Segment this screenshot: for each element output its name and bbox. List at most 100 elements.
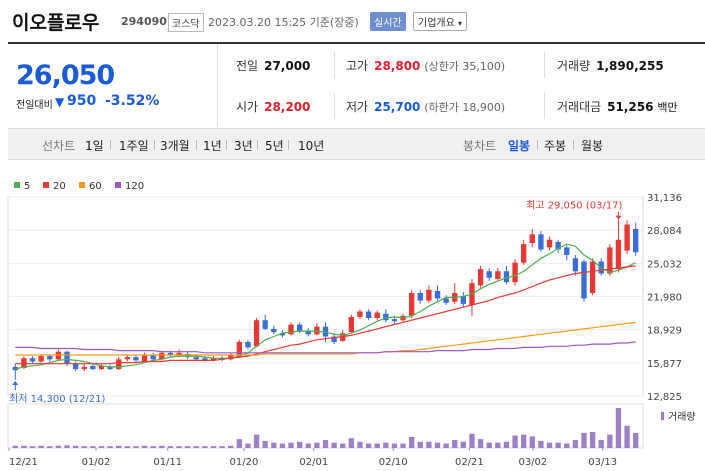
candle-body	[81, 366, 87, 370]
tab-candle-chart[interactable]: 봉차트	[463, 139, 497, 153]
candle-body	[141, 354, 148, 362]
company-overview-label: 기업개요	[418, 18, 455, 29]
candle-body	[296, 324, 303, 332]
volume-bar	[296, 441, 303, 448]
volume-bar	[159, 445, 165, 448]
candle-body	[633, 228, 639, 253]
tab-monthly[interactable]: 월봉	[581, 139, 604, 153]
divider	[89, 140, 90, 150]
tab-3years[interactable]: 3년	[234, 139, 253, 153]
stock-header: 이오플로우 294090 코스닥 2023.03.20 15:25 기준(장중)…	[0, 0, 705, 44]
volume-bar	[477, 439, 484, 448]
candle-body	[624, 224, 630, 251]
ma-line-120	[15, 341, 636, 354]
volume-bar	[598, 440, 604, 448]
prev-close-label: 전일	[236, 59, 259, 73]
lower-limit: (하한가 18,900)	[424, 101, 506, 114]
volume-bar	[55, 445, 62, 448]
candle-body	[288, 324, 294, 335]
quote-high: 고가 28,800 (상한가 35,100)	[346, 57, 505, 74]
change-percent: -3.52%	[105, 93, 160, 109]
candle-body	[262, 320, 268, 329]
candle-body	[90, 365, 96, 370]
candle-body	[529, 234, 535, 244]
tab-1year[interactable]: 1년	[203, 139, 222, 153]
volume-bar	[357, 441, 363, 448]
realtime-button[interactable]: 실시간	[370, 12, 406, 31]
tab-10years[interactable]: 10년	[298, 139, 325, 153]
volume-bar	[202, 446, 208, 448]
legend-label: 20	[53, 181, 66, 192]
candle-body	[193, 357, 199, 360]
x-tick-label: 01/20	[230, 457, 259, 468]
volume-bar	[98, 446, 105, 448]
volume-bar	[47, 446, 53, 448]
volume-bar	[417, 441, 423, 448]
x-tick-label: 03/02	[518, 457, 547, 468]
volume-legend-swatch	[661, 412, 664, 420]
tab-5years[interactable]: 5년	[265, 139, 284, 153]
quote-datetime: 2023.03.20 15:25 기준(장중)	[208, 16, 359, 29]
volume-bar	[460, 441, 467, 448]
candle-body	[538, 234, 544, 250]
candle-body	[305, 331, 311, 335]
candle-body	[331, 336, 337, 342]
quote-prev-close: 전일 27,000	[236, 57, 310, 74]
tab-1day[interactable]: 1일	[85, 139, 104, 153]
quote-open: 시가 28,200	[236, 98, 310, 115]
y-tick-label: 25,032	[647, 259, 682, 270]
y-tick-label: 18,929	[647, 326, 682, 337]
candle-body	[124, 357, 130, 360]
x-tick-label: 03/13	[588, 457, 617, 468]
divider	[226, 140, 227, 150]
volume-bar	[150, 446, 156, 448]
divider	[196, 140, 197, 150]
candle-body	[486, 271, 492, 278]
tab-weekly[interactable]: 주봉	[544, 139, 567, 153]
volume-label: 거래량	[668, 411, 696, 423]
volume-bar	[503, 441, 510, 448]
volume-bar	[495, 442, 501, 448]
volume-bar	[253, 434, 260, 448]
volume-bar	[391, 443, 398, 448]
volume-bar	[624, 425, 630, 448]
y-tick-label: 28,084	[647, 226, 682, 237]
volume-bar	[546, 442, 553, 448]
candle-body	[426, 289, 432, 301]
volume-bar	[193, 446, 199, 448]
stock-code: 294090	[121, 15, 167, 28]
volume-bar	[521, 434, 527, 448]
high-arrowhead-icon	[615, 215, 622, 220]
volume-bar	[228, 445, 234, 448]
candle-body	[408, 293, 415, 316]
volume-bar	[572, 440, 579, 448]
volume-bar	[400, 443, 406, 448]
x-tick-label: 12/21	[9, 457, 38, 468]
candle-body	[107, 366, 113, 370]
candle-body	[29, 358, 36, 362]
candle-body	[47, 356, 53, 360]
ma-line-20	[15, 265, 636, 365]
volume-bar	[374, 443, 380, 448]
volume-bar	[12, 445, 18, 448]
volume-bar	[176, 446, 182, 448]
volume-bar	[29, 446, 36, 448]
company-overview-button[interactable]: 기업개요 ▾	[413, 12, 468, 31]
volume-bar	[512, 435, 518, 448]
candle-body	[383, 313, 389, 321]
high-label: 고가	[346, 59, 369, 73]
tab-3months[interactable]: 3개월	[160, 139, 190, 153]
candle-body	[607, 247, 613, 274]
chart-tabs: 선차트 1일 1주일 3개월 1년 3년 5년 10년 봉차트 일봉 주봉 월봉	[8, 128, 705, 160]
volume-bar	[589, 432, 596, 448]
volume-bar	[210, 446, 217, 448]
volume-bar	[538, 440, 544, 448]
candle-body	[72, 363, 79, 370]
tab-1week[interactable]: 1주일	[119, 139, 149, 153]
candle-body	[133, 357, 139, 361]
candle-body	[116, 359, 122, 370]
candle-body	[64, 351, 70, 364]
tab-daily[interactable]: 일봉	[508, 139, 531, 153]
candle-body	[245, 341, 251, 348]
tab-line-chart[interactable]: 선차트	[42, 139, 76, 153]
